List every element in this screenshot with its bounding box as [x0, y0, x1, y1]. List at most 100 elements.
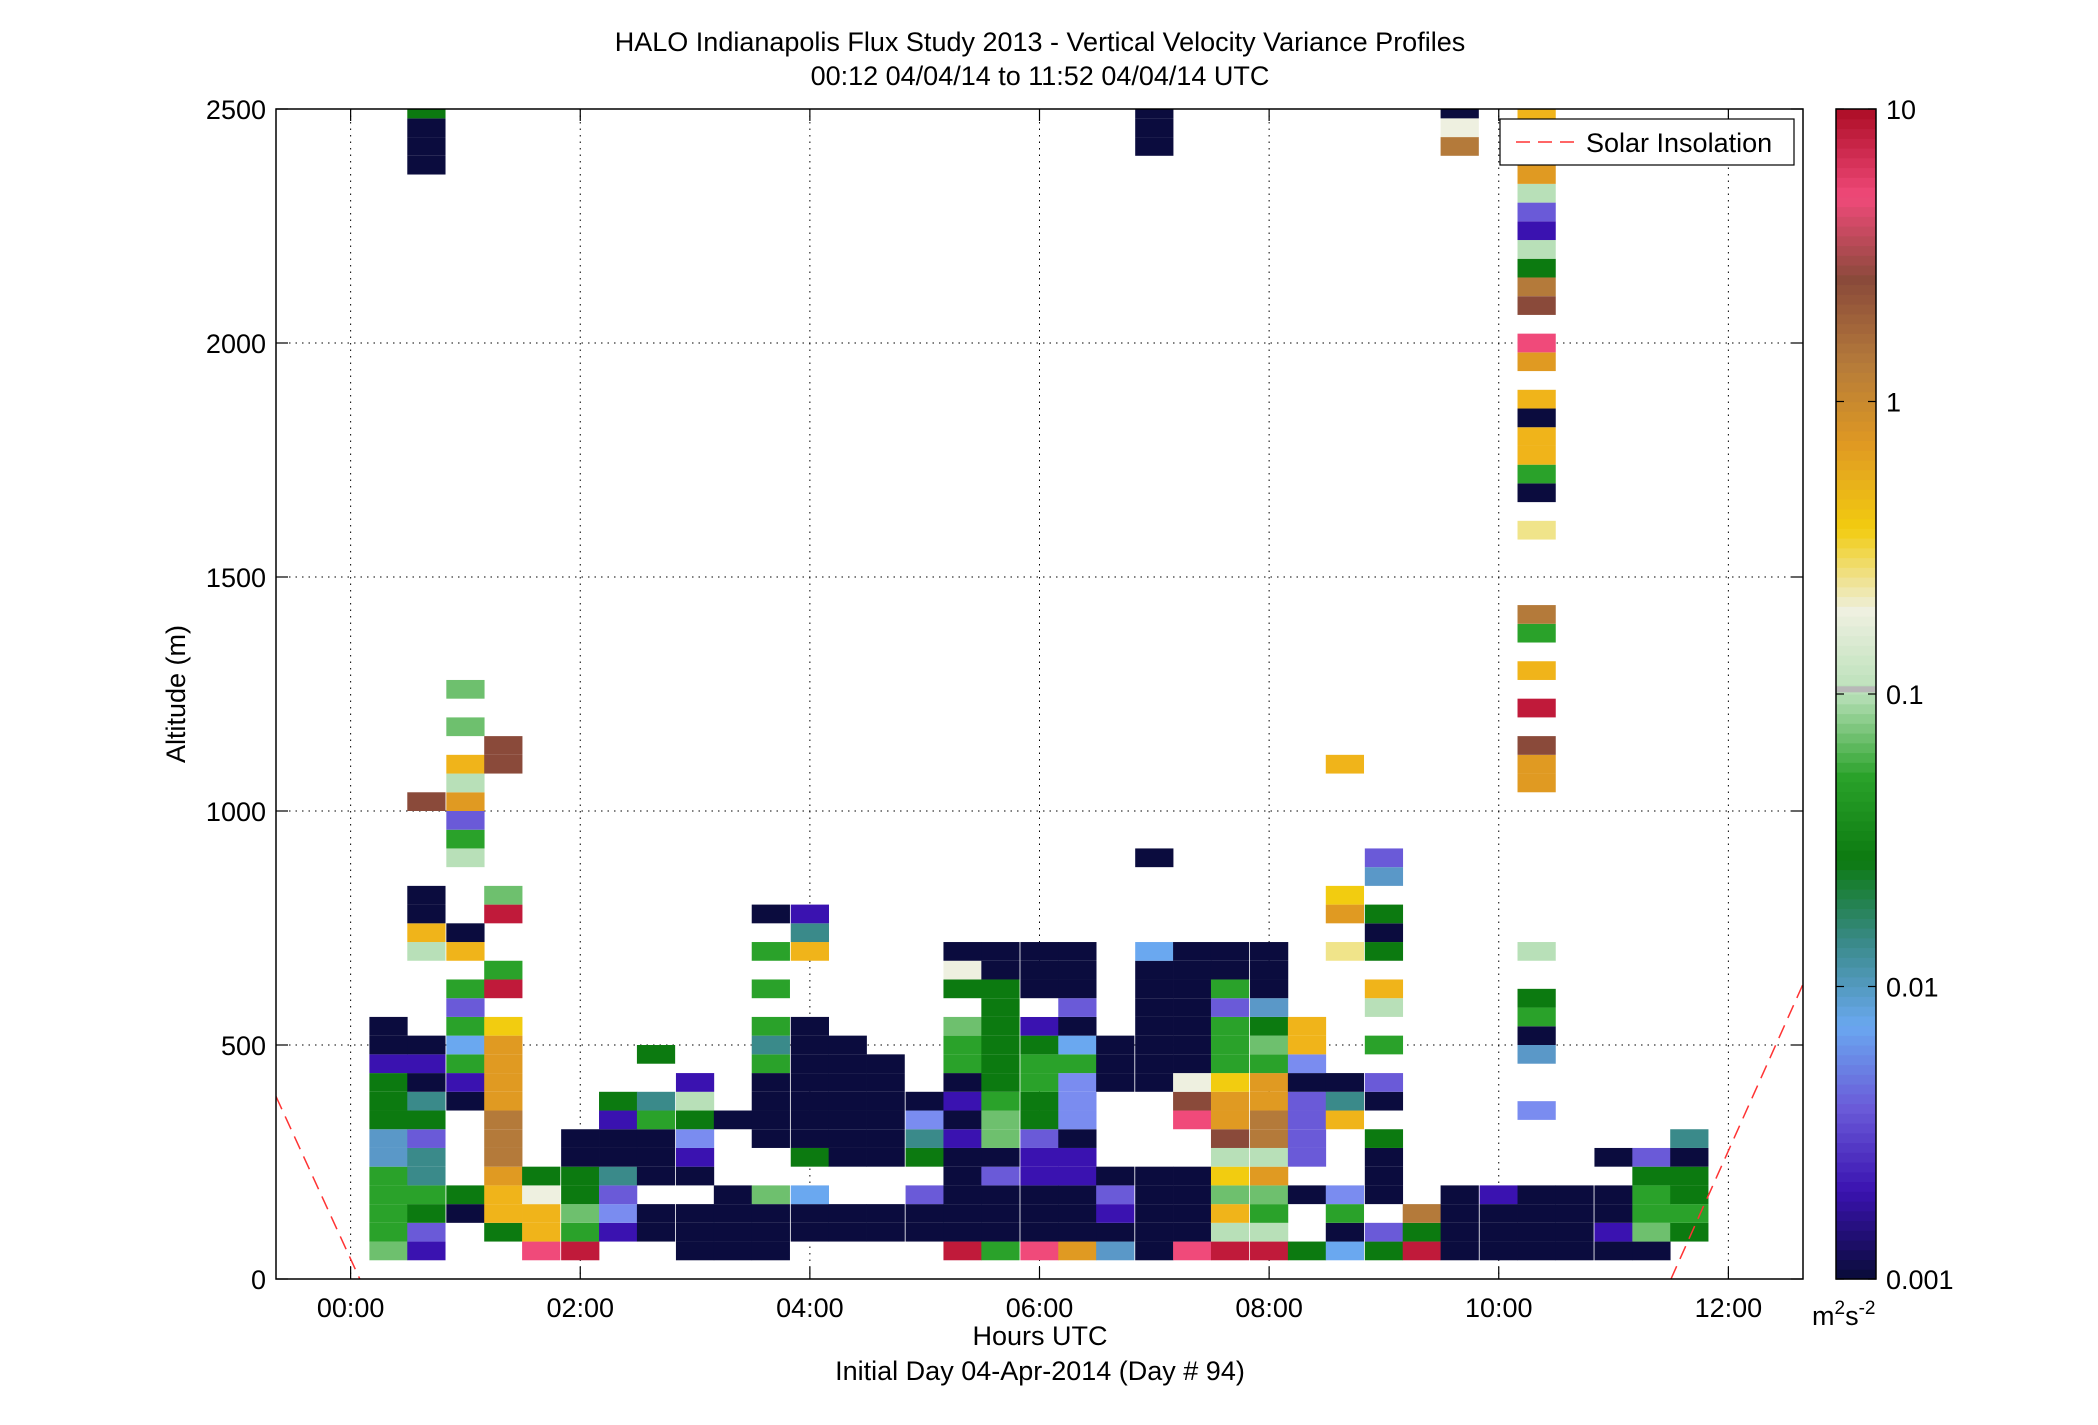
heatmap-cell	[636, 1045, 676, 1064]
heatmap-cell	[369, 1204, 408, 1223]
heatmap-cell	[981, 1204, 1020, 1223]
heatmap-cell	[751, 1129, 790, 1148]
heatmap-cell	[446, 848, 485, 868]
heatmap-cell	[446, 754, 485, 774]
colorbar-strip	[1836, 1152, 1876, 1163]
heatmap-cell	[1364, 1091, 1404, 1111]
heatmap-cell	[1517, 165, 1556, 184]
heatmap-cell	[1058, 1016, 1097, 1036]
heatmap-cell	[407, 923, 446, 943]
heatmap-cell	[713, 1185, 753, 1205]
heatmap-cell	[1632, 1241, 1671, 1261]
heatmap-cell	[1173, 979, 1212, 999]
heatmap-cell	[675, 1073, 715, 1092]
heatmap-cell	[1020, 998, 1059, 1017]
heatmap-cell	[1517, 408, 1556, 428]
heatmap-cell	[1210, 1185, 1250, 1205]
colorbar-tick-label: 0.1	[1886, 680, 1924, 710]
colorbar-strip	[1836, 313, 1876, 325]
colorbar-strip	[1836, 1132, 1876, 1144]
heatmap-cell	[407, 1054, 446, 1074]
heatmap-cells	[369, 109, 1709, 1261]
heatmap-cell	[1096, 1204, 1135, 1223]
heatmap-cell	[484, 736, 523, 755]
heatmap-cell	[407, 885, 446, 905]
colorbar-strip	[1836, 421, 1876, 432]
heatmap-cell	[369, 1129, 408, 1148]
heatmap-cell	[599, 1110, 638, 1130]
colorbar-strip	[1836, 489, 1876, 500]
heatmap-cell	[943, 1035, 982, 1055]
heatmap-cell	[981, 1073, 1020, 1092]
heatmap-cell	[1632, 1166, 1671, 1186]
colorbar-strip	[1836, 157, 1876, 169]
heatmap-cell	[1325, 1222, 1365, 1242]
colorbar-strip	[1836, 304, 1876, 315]
heatmap-cell	[981, 942, 1020, 961]
heatmap-cell	[407, 118, 446, 138]
heatmap-cell	[790, 1185, 829, 1205]
heatmap-cell	[599, 1185, 638, 1205]
heatmap-cell	[1402, 1241, 1441, 1261]
colorbar-strip	[1836, 1064, 1876, 1075]
heatmap-cell	[446, 1016, 485, 1036]
x-tick-label: 00:00	[317, 1293, 385, 1323]
heatmap-cell	[1058, 1147, 1097, 1167]
colorbar-strip	[1836, 372, 1876, 383]
colorbar-strip	[1836, 616, 1876, 627]
colorbar-strip	[1836, 586, 1876, 598]
colorbar-strip	[1836, 762, 1876, 773]
colorbar-strip	[1836, 557, 1876, 568]
colorbar-ticks: 10 1 0.1 0.01 0.001	[1836, 95, 1954, 1295]
heatmap-cell	[1173, 1185, 1212, 1205]
x-tick-label: 04:00	[776, 1293, 844, 1323]
heatmap-cell	[1517, 1101, 1556, 1120]
heatmap-cell	[1250, 1016, 1289, 1036]
colorbar-strip	[1836, 284, 1876, 295]
heatmap-cell	[1670, 1166, 1709, 1186]
heatmap-cell	[1364, 1241, 1404, 1261]
heatmap-cell	[1364, 848, 1404, 868]
heatmap-cell	[522, 1185, 561, 1205]
y-tick-label: 2500	[206, 95, 266, 125]
colorbar-strip	[1836, 928, 1876, 939]
heatmap-cell	[1020, 942, 1059, 961]
heatmap-cell	[943, 1147, 982, 1167]
heatmap-cell	[1250, 1204, 1289, 1223]
heatmap-cell	[1020, 1110, 1059, 1130]
heatmap-cell	[407, 1147, 446, 1167]
heatmap-cell	[446, 773, 485, 793]
heatmap-cell	[751, 1185, 790, 1205]
heatmap-cell	[1096, 1166, 1135, 1186]
y-tick-label: 1000	[206, 797, 266, 827]
heatmap-cell	[484, 1110, 523, 1130]
heatmap-cell	[943, 1016, 982, 1036]
heatmap-cell	[1364, 867, 1404, 886]
heatmap-cell	[1364, 1147, 1404, 1167]
colorbar-strip	[1836, 226, 1876, 237]
colorbar-strip	[1836, 713, 1876, 724]
heatmap-cell	[790, 1110, 829, 1130]
heatmap-cell	[981, 998, 1020, 1017]
heatmap-cell	[1479, 1204, 1518, 1223]
heatmap-cell	[866, 1147, 905, 1167]
heatmap-cell	[1173, 1073, 1212, 1092]
colorbar-strip	[1836, 323, 1876, 334]
heatmap-cell	[407, 1073, 446, 1092]
colorbar-strip	[1836, 118, 1876, 130]
heatmap-cell	[446, 1073, 485, 1092]
heatmap-cell	[599, 1091, 638, 1111]
heatmap-cell	[484, 960, 523, 980]
heatmap-cell	[1135, 1185, 1174, 1205]
heatmap-cell	[1020, 960, 1059, 980]
heatmap-cell	[1096, 1185, 1135, 1205]
heatmap-cell	[484, 1091, 523, 1111]
colorbar-strip	[1836, 957, 1876, 968]
heatmap-cell	[1210, 960, 1250, 980]
heatmap-cell	[675, 1222, 715, 1242]
heatmap-cell	[943, 1054, 982, 1074]
heatmap-cell	[828, 1147, 867, 1167]
heatmap-cell	[866, 1222, 905, 1242]
colorbar-strip	[1836, 1113, 1876, 1124]
